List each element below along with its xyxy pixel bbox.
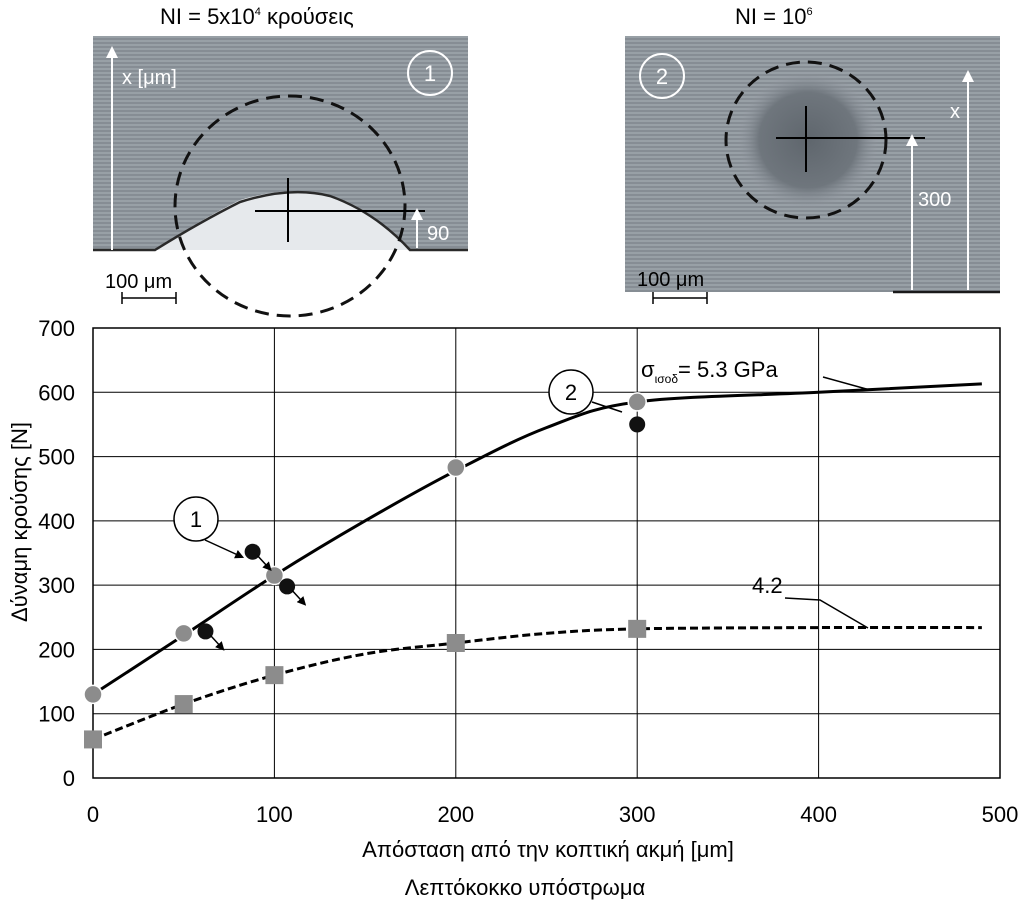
series-1-point — [446, 634, 465, 652]
right-dashed-circle — [724, 60, 888, 220]
right-x-label: x — [950, 101, 960, 123]
callout-1-circle — [173, 496, 219, 542]
black-point-arrow — [209, 634, 225, 651]
left-crater — [155, 191, 410, 250]
y-tick-label: 700 — [38, 316, 75, 341]
chart-ticks: 0 100 200 300 400 500 0 100 200 300 400 500 600 700 — [38, 316, 1018, 827]
y-tick-label: 200 — [38, 637, 75, 662]
right-marker-label: 2 — [656, 64, 668, 89]
black-point — [197, 623, 214, 640]
black-point — [244, 543, 261, 560]
callout-2-leader — [591, 401, 623, 413]
y-tick-label: 0 — [63, 766, 75, 791]
left-dashed-circle — [173, 94, 407, 318]
series-label-sigma-leader — [822, 376, 871, 391]
right-wear-spot — [738, 72, 878, 208]
y-tick-label: 100 — [38, 702, 75, 727]
series-line-0 — [92, 382, 982, 696]
chart-curves — [92, 382, 982, 741]
series-0-point — [173, 623, 194, 644]
y-tick-label: 600 — [38, 380, 75, 405]
chart-marks — [83, 392, 647, 749]
series-0-point — [627, 392, 647, 412]
series-label-sigma: σισοδ= 5.3 GPa — [641, 357, 778, 386]
y-tick-label: 400 — [38, 509, 75, 534]
right-title: NI = 106 — [735, 4, 813, 29]
black-point-arrow — [257, 555, 272, 572]
left-scale-bar — [121, 292, 177, 304]
left-scale-label: 100 μm — [105, 271, 172, 293]
chart-caption: Λεπτόκοκκο υπόστρωμα — [405, 875, 646, 900]
plot-frame — [92, 327, 1001, 779]
callout-2-circle — [548, 369, 594, 415]
y-tick-label: 300 — [38, 573, 75, 598]
left-marker-circle — [407, 50, 453, 96]
left-marker-label: 1 — [424, 61, 436, 86]
y-tick-label: 500 — [38, 445, 75, 470]
y-axis-title: Δύναμη κρούσης [N] — [7, 422, 32, 622]
chart-grid — [92, 327, 1001, 779]
left-dim-label: 90 — [427, 223, 449, 245]
callout-2-label: 2 — [565, 380, 577, 405]
left-title: NI = 5x104 κρούσεις — [160, 4, 354, 29]
x-axis-title: Απόσταση από την κοπτική ακμή [μm] — [362, 837, 734, 862]
series-1-point — [174, 695, 193, 714]
micrograph-right: NI = 106 300 x 2 100 μm — [625, 4, 1000, 318]
right-scale-label: 100 μm — [637, 269, 704, 291]
right-dim-label: 300 — [918, 189, 951, 211]
x-tick-label: 100 — [256, 802, 293, 827]
x-tick-label: 0 — [87, 802, 99, 827]
left-substrate — [93, 250, 468, 318]
right-scale-bar — [652, 292, 708, 304]
x-tick-label: 500 — [982, 802, 1019, 827]
series-label-42: 4.2 — [752, 573, 783, 598]
x-tick-label: 300 — [619, 802, 656, 827]
callout-1-arrow — [204, 539, 245, 559]
callout-1-label: 1 — [190, 507, 202, 532]
series-1-point — [628, 619, 647, 638]
series-1-point — [265, 666, 284, 685]
micrograph-left: NI = 5x104 κρούσεις x [μm] 90 1 100 μm — [93, 4, 468, 318]
x-tick-label: 400 — [800, 802, 837, 827]
series-1-point — [84, 730, 102, 749]
series-0-point — [446, 457, 466, 478]
black-point-arrow — [291, 589, 307, 606]
x-tick-label: 200 — [437, 802, 474, 827]
chart: 0 100 200 300 400 500 0 100 200 300 400 500 600 700 Α… — [7, 316, 1018, 900]
right-substrate — [625, 292, 1000, 318]
left-x-label: x [μm] — [122, 67, 177, 89]
series-0-point — [83, 684, 103, 705]
black-point — [279, 578, 296, 595]
right-marker-circle — [639, 53, 685, 99]
series-line-1 — [92, 625, 982, 741]
black-point — [629, 416, 646, 433]
series-label-42-leader — [784, 597, 869, 629]
